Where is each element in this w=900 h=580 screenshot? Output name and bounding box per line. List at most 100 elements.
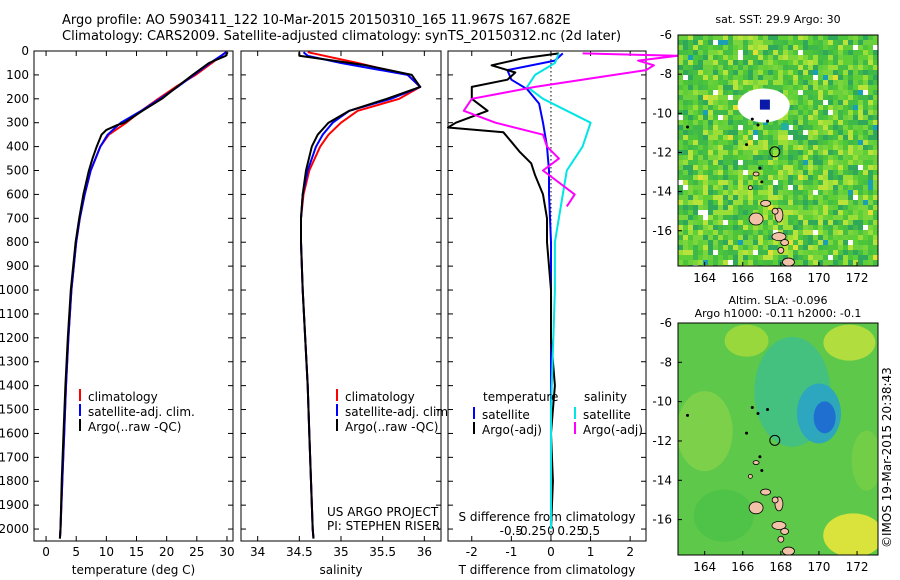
sst-pixel — [788, 185, 794, 191]
small-island — [760, 468, 764, 472]
sst-pixel — [778, 190, 784, 196]
sst-pixel — [813, 215, 819, 221]
sst-pixel — [763, 195, 769, 201]
sst-pixel — [808, 125, 814, 131]
sst-pixel — [783, 155, 789, 161]
sst-pixel — [793, 220, 799, 226]
sst-pixel — [748, 205, 754, 211]
sst-pixel — [753, 250, 759, 256]
sst-pixel — [758, 60, 764, 66]
sst-pixel — [738, 40, 744, 46]
sst-pixel — [743, 245, 749, 251]
sst-pixel — [758, 250, 764, 256]
sst-pixel — [838, 255, 844, 261]
sst-pixel — [743, 80, 749, 86]
sst-pixel — [733, 90, 739, 96]
sst-pixel — [813, 245, 819, 251]
sst-pixel — [678, 115, 684, 121]
sst-pixel — [713, 120, 719, 126]
sst-pixel — [703, 195, 709, 201]
sst-pixel — [748, 75, 754, 81]
sst-pixel — [853, 200, 859, 206]
sst-pixel — [848, 205, 854, 211]
sst-pixel — [708, 190, 714, 196]
sst-pixel — [718, 45, 724, 51]
sst-pixel — [863, 235, 869, 241]
sst-pixel — [688, 225, 694, 231]
sst-pixel — [843, 240, 849, 246]
sst-pixel — [868, 200, 874, 206]
sst-pixel — [803, 35, 809, 41]
sst-pixel — [783, 65, 789, 71]
sst-pixel — [828, 210, 834, 216]
sst-pixel — [853, 145, 859, 151]
sst-pixel — [678, 125, 684, 131]
sst-pixel — [758, 35, 764, 41]
sst-pixel — [828, 255, 834, 261]
sst-pixel — [823, 180, 829, 186]
sst-pixel — [823, 145, 829, 151]
sst-pixel — [833, 215, 839, 221]
depth-tick-label: 1700 — [0, 450, 29, 464]
sst-pixel — [708, 145, 714, 151]
sst-pixel — [843, 195, 849, 201]
sst-pixel — [843, 220, 849, 226]
sst-pixel — [833, 150, 839, 156]
sst-pixel — [763, 230, 769, 236]
sst-pixel — [798, 200, 804, 206]
sst-pixel — [748, 235, 754, 241]
sst-pixel — [828, 240, 834, 246]
sst-pixel — [698, 155, 704, 161]
sla-contour-blob — [823, 513, 878, 555]
sst-pixel — [858, 185, 864, 191]
sst-pixel — [833, 190, 839, 196]
sst-pixel — [683, 230, 689, 236]
sst-pixel — [738, 90, 744, 96]
sst-pixel — [688, 40, 694, 46]
sst-pixel — [683, 90, 689, 96]
sst-pixel — [793, 110, 799, 116]
small-island — [758, 455, 762, 459]
sst-pixel — [773, 225, 779, 231]
sst-pixel — [858, 75, 864, 81]
sst-pixel — [848, 235, 854, 241]
sst-pixel — [828, 145, 834, 151]
sst-pixel — [748, 80, 754, 86]
sst-pixel — [858, 200, 864, 206]
sst-pixel — [843, 190, 849, 196]
sst-pixel — [738, 125, 744, 131]
sst-pixel — [688, 60, 694, 66]
sst-pixel — [788, 245, 794, 251]
sst-pixel — [778, 150, 784, 156]
sst-pixel — [823, 185, 829, 191]
salinity-diff-tick-label: 0.5 — [581, 524, 600, 538]
sst-pixel — [723, 150, 729, 156]
sst-pixel — [808, 220, 814, 226]
sst-pixel — [698, 255, 704, 261]
sst-pixel — [778, 255, 784, 261]
sst-pixel — [848, 95, 854, 101]
sst-pixel — [698, 195, 704, 201]
sst-pixel — [828, 125, 834, 131]
sst-pixel — [833, 245, 839, 251]
sst-pixel — [808, 225, 814, 231]
sst-pixel — [818, 35, 824, 41]
sst-pixel — [688, 85, 694, 91]
sst-pixel — [833, 205, 839, 211]
sst-pixel — [868, 195, 874, 201]
sst-pixel — [708, 225, 714, 231]
sst-pixel — [708, 215, 714, 221]
sst-pixel — [758, 65, 764, 71]
sst-pixel — [788, 40, 794, 46]
sst-pixel — [873, 190, 878, 196]
sst-pixel — [678, 95, 684, 101]
sst-pixel — [743, 120, 749, 126]
sst-pixel — [798, 130, 804, 136]
sst-pixel — [748, 180, 754, 186]
temperature-axes-box — [33, 50, 234, 542]
sst-pixel — [733, 180, 739, 186]
sst-pixel — [708, 235, 714, 241]
sst-pixel — [723, 145, 729, 151]
sst-pixel — [803, 50, 809, 56]
sst-pixel — [848, 250, 854, 256]
